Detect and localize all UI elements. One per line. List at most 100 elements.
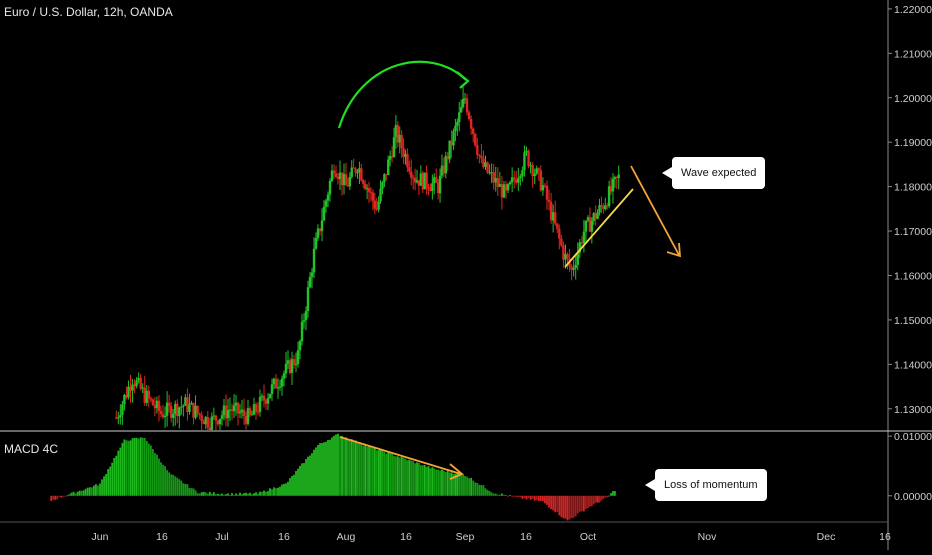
candle-body [394, 125, 398, 138]
candle-body [513, 177, 516, 181]
candle-body [605, 205, 609, 207]
candle-body [133, 384, 136, 387]
macd-bar [210, 493, 213, 496]
candle-body [611, 179, 615, 192]
candle-body [490, 172, 493, 174]
candle-body [492, 172, 495, 183]
candle-body [586, 217, 590, 221]
macd-bar [129, 440, 132, 496]
candle-body [402, 148, 405, 157]
candle-body [613, 177, 617, 180]
candle-body [545, 185, 549, 200]
candle-body [617, 174, 620, 178]
candle-body [529, 165, 532, 167]
macd-bar [255, 492, 257, 496]
macd-bar [556, 495, 559, 512]
candle-body [467, 112, 471, 119]
candle-body [274, 378, 278, 389]
macd-bar [90, 487, 93, 496]
candle-body [452, 131, 455, 146]
macd-bar [519, 495, 522, 497]
candle-body [304, 311, 308, 321]
macd-bar [412, 461, 415, 496]
macd-bar [160, 462, 162, 496]
macd-bar [421, 465, 424, 496]
wave-arrowhead [666, 242, 681, 258]
candle-body [604, 205, 607, 210]
candle-body [558, 228, 561, 239]
macd-bar [580, 495, 583, 512]
candle-body [184, 397, 187, 406]
candle-body [547, 199, 551, 202]
macd-bar [105, 474, 107, 496]
price-tick-label: 1.18000 [894, 182, 932, 194]
candle-body [388, 156, 392, 160]
candle-body [539, 170, 543, 191]
macd-bar [64, 495, 67, 497]
candle-body [502, 184, 506, 198]
macd-bar [419, 465, 422, 496]
macd-bar [309, 455, 311, 496]
macd-bar [68, 494, 71, 496]
macd-bar [587, 495, 589, 509]
x-tick-label: Dec [817, 531, 836, 543]
macd-bar [82, 490, 85, 496]
macd-bar [613, 490, 616, 496]
macd-bar [345, 437, 347, 496]
candle-body [252, 404, 256, 415]
price-tick-label: 1.21000 [894, 48, 932, 60]
macd-bar [164, 466, 166, 496]
macd-bar [478, 484, 481, 496]
candle-body [234, 402, 238, 406]
candle-body [572, 268, 575, 270]
macd-bar [287, 481, 289, 496]
macd-bar [149, 445, 152, 496]
loss-of-momentum-callout[interactable]: Loss of momentum [645, 469, 767, 501]
candle-body [302, 320, 306, 322]
candle-body [240, 409, 244, 413]
candle-body [220, 415, 224, 419]
macd-bar [562, 495, 565, 519]
macd-bar [425, 466, 428, 496]
macd-bar [537, 495, 540, 501]
candle-body [398, 134, 401, 143]
macd-bar [166, 470, 168, 496]
macd-bar [341, 436, 343, 496]
candle-body [440, 165, 444, 176]
candle-body [594, 213, 597, 219]
candle-body [298, 341, 302, 351]
candle-body [200, 414, 203, 421]
macd-bar [315, 447, 317, 496]
candle-body [371, 192, 375, 201]
candle-body [580, 242, 584, 244]
candle-body [222, 405, 226, 416]
macd-bar [431, 467, 434, 496]
candle-body [216, 420, 220, 425]
macd-bar [295, 471, 297, 496]
candle-body [510, 177, 514, 183]
candle-body [373, 200, 376, 209]
macd-bar [307, 456, 309, 496]
macd-bar [188, 487, 191, 496]
macd-bar [492, 493, 495, 496]
macd-bar [135, 437, 138, 496]
momentum-arrowhead [449, 463, 464, 480]
macd-bar [600, 495, 603, 501]
wave-arrow [630, 165, 680, 256]
macd-bar [484, 488, 487, 496]
macd-bar [143, 438, 146, 496]
candle-body [137, 377, 140, 381]
macd-bar [343, 437, 345, 496]
candle-body [500, 184, 504, 198]
candle-body [469, 118, 473, 129]
candle-body [278, 386, 282, 388]
wave-expected-callout[interactable]: Wave expected [661, 157, 766, 189]
macd-bar [243, 493, 245, 496]
macd-bar [503, 494, 505, 496]
macd-bar [107, 469, 110, 496]
candle-body [515, 180, 518, 183]
macd-bar [190, 488, 193, 496]
macd-bar [398, 457, 401, 496]
candle-body [270, 384, 274, 395]
